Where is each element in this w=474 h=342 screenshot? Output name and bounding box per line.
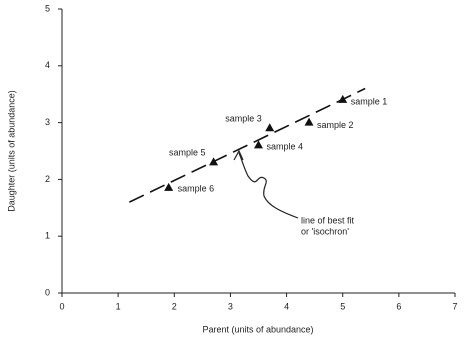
arrow-head [233, 149, 244, 161]
annotation: line of best fit [301, 215, 355, 225]
point-label: sample 1 [351, 96, 388, 106]
annotation-arrow [238, 152, 299, 219]
y-tick-label: 4 [45, 60, 50, 70]
y-tick-label: 0 [45, 287, 50, 297]
annotation: or 'isochron' [301, 226, 349, 236]
point [209, 157, 219, 166]
point-label: sample 4 [267, 142, 304, 152]
fit-line [129, 87, 366, 203]
x-tick-label: 0 [59, 301, 64, 311]
point-label: sample 2 [317, 120, 354, 130]
point-label: sample 3 [225, 114, 262, 124]
y-tick-label: 1 [45, 231, 50, 241]
y-tick-label: 5 [45, 3, 50, 13]
x-tick-label: 7 [452, 301, 457, 311]
x-tick-label: 3 [228, 301, 233, 311]
x-tick-label: 2 [172, 301, 177, 311]
point [265, 123, 275, 132]
y-axis-label: Daughter (units of abundance) [6, 90, 16, 212]
point [254, 140, 263, 149]
point-label: sample 5 [169, 148, 206, 158]
x-tick-label: 4 [284, 301, 289, 311]
point [338, 94, 348, 103]
point-label: sample 6 [178, 183, 215, 193]
x-axis-label: Parent (units of abundance) [202, 324, 313, 334]
x-tick-label: 1 [116, 301, 121, 311]
point [304, 117, 314, 126]
point [164, 182, 174, 191]
x-tick-label: 6 [396, 301, 401, 311]
y-tick-label: 2 [45, 174, 50, 184]
x-tick-label: 5 [340, 301, 345, 311]
y-tick-label: 3 [45, 117, 50, 127]
